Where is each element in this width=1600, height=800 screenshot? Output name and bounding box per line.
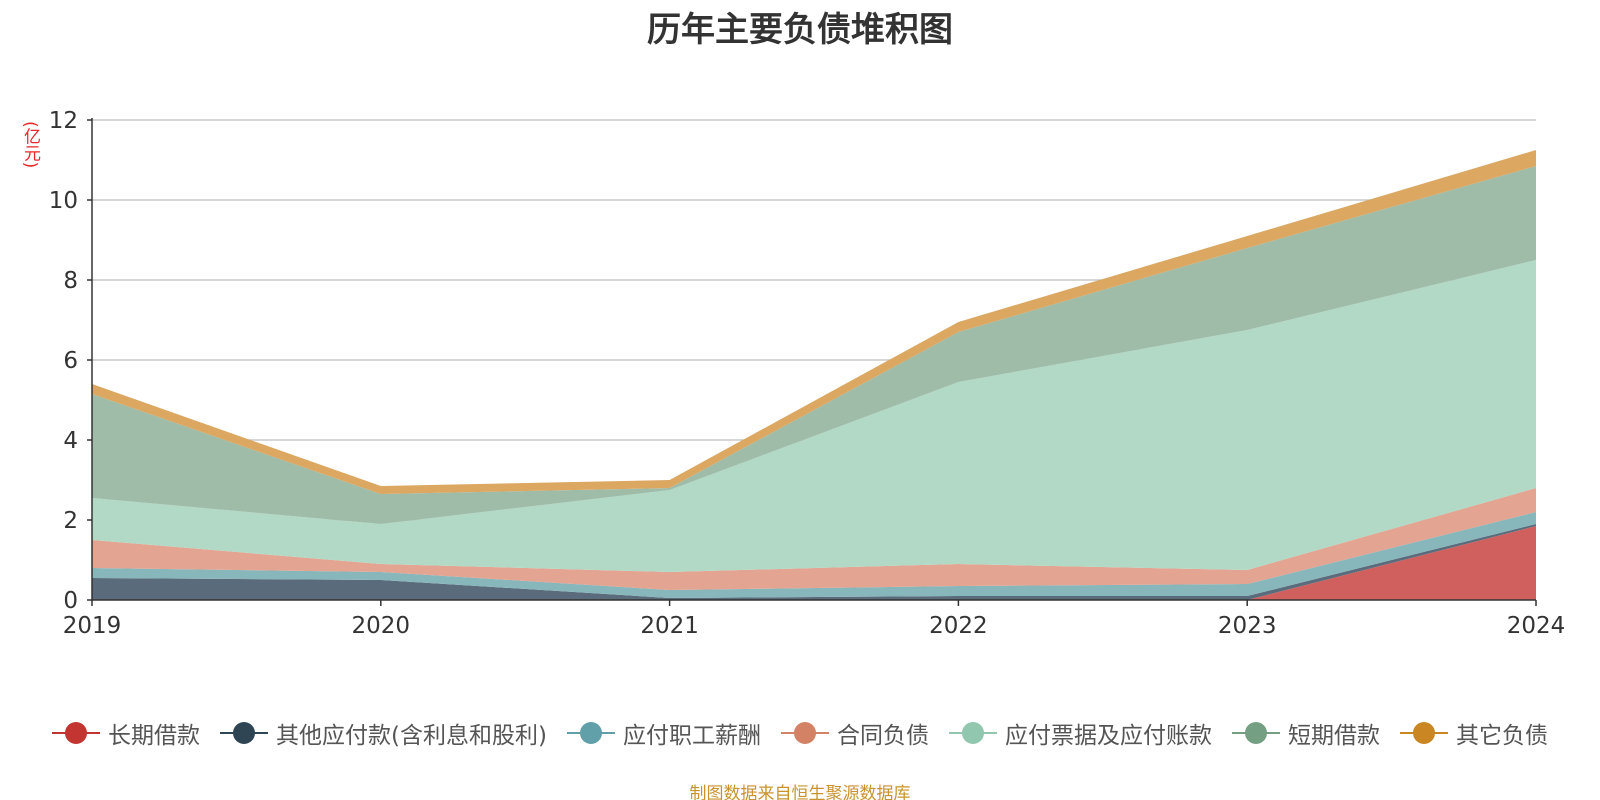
legend-marker-icon xyxy=(1231,721,1280,745)
legend-marker-icon xyxy=(1399,721,1448,745)
area-series-6 xyxy=(92,166,1536,524)
legend-item[interactable]: 合同负债 xyxy=(780,716,929,750)
data-source-note: 制图数据来自恒生聚源数据库 xyxy=(689,784,911,800)
area-series-layer xyxy=(92,150,1536,600)
legend: 长期借款 其他应付款(含利息和股利) 应付职工薪酬 合同负债 应付票据及应付账款 短期借款… xyxy=(0,715,1600,751)
y-tick-label: 0 xyxy=(63,588,78,614)
y-tick-label: 4 xyxy=(63,428,78,454)
y-tick-label: 8 xyxy=(63,268,78,294)
legend-item[interactable]: 其他应付款(含利息和股利) xyxy=(220,716,547,750)
y-tick-label: 6 xyxy=(63,348,78,374)
legend-marker-icon xyxy=(220,721,269,745)
legend-marker-icon xyxy=(52,721,101,745)
x-tick-label: 2023 xyxy=(1218,613,1277,639)
legend-item[interactable]: 应付票据及应付账款 xyxy=(948,716,1212,750)
legend-marker-icon xyxy=(566,721,615,745)
x-tick-label: 2019 xyxy=(63,613,122,639)
y-tick-label: 10 xyxy=(49,188,78,214)
legend-marker-icon xyxy=(948,721,997,745)
x-tick-label: 2020 xyxy=(352,613,411,639)
legend-label: 合同负债 xyxy=(836,723,929,749)
legend-label: 应付票据及应付账款 xyxy=(1004,723,1212,749)
area-series-1 xyxy=(92,526,1536,600)
legend-item[interactable]: 长期借款 xyxy=(52,716,200,750)
legend-marker-icon xyxy=(780,721,829,745)
y-tick-label: 2 xyxy=(63,508,78,534)
legend-label: 短期借款 xyxy=(1287,723,1380,749)
y-axis-unit-label: (亿元) xyxy=(20,121,40,169)
legend-item[interactable]: 其它负债 xyxy=(1399,716,1548,750)
x-tick-label: 2021 xyxy=(640,613,699,639)
legend-label: 其它负债 xyxy=(1455,723,1548,749)
x-tick-label: 2022 xyxy=(929,613,988,639)
legend-item[interactable]: 应付职工薪酬 xyxy=(566,716,761,750)
area-series-4 xyxy=(92,488,1536,590)
legend-label: 长期借款 xyxy=(108,723,201,749)
area-series-2 xyxy=(92,524,1536,600)
legend-label: 其他应付款(含利息和股利) xyxy=(276,723,547,749)
area-series-5 xyxy=(92,260,1536,572)
chart-title: 历年主要负债堆积图 xyxy=(647,10,953,50)
x-tick-label: 2024 xyxy=(1507,613,1566,639)
axes: 0 2 4 6 8 10 12 2019 2020 2021 2022 2023 2024 xyxy=(49,108,1566,639)
legend-item[interactable]: 短期借款 xyxy=(1231,716,1380,750)
y-tick-label: 12 xyxy=(49,108,78,134)
legend-label: 应付职工薪酬 xyxy=(622,723,761,749)
